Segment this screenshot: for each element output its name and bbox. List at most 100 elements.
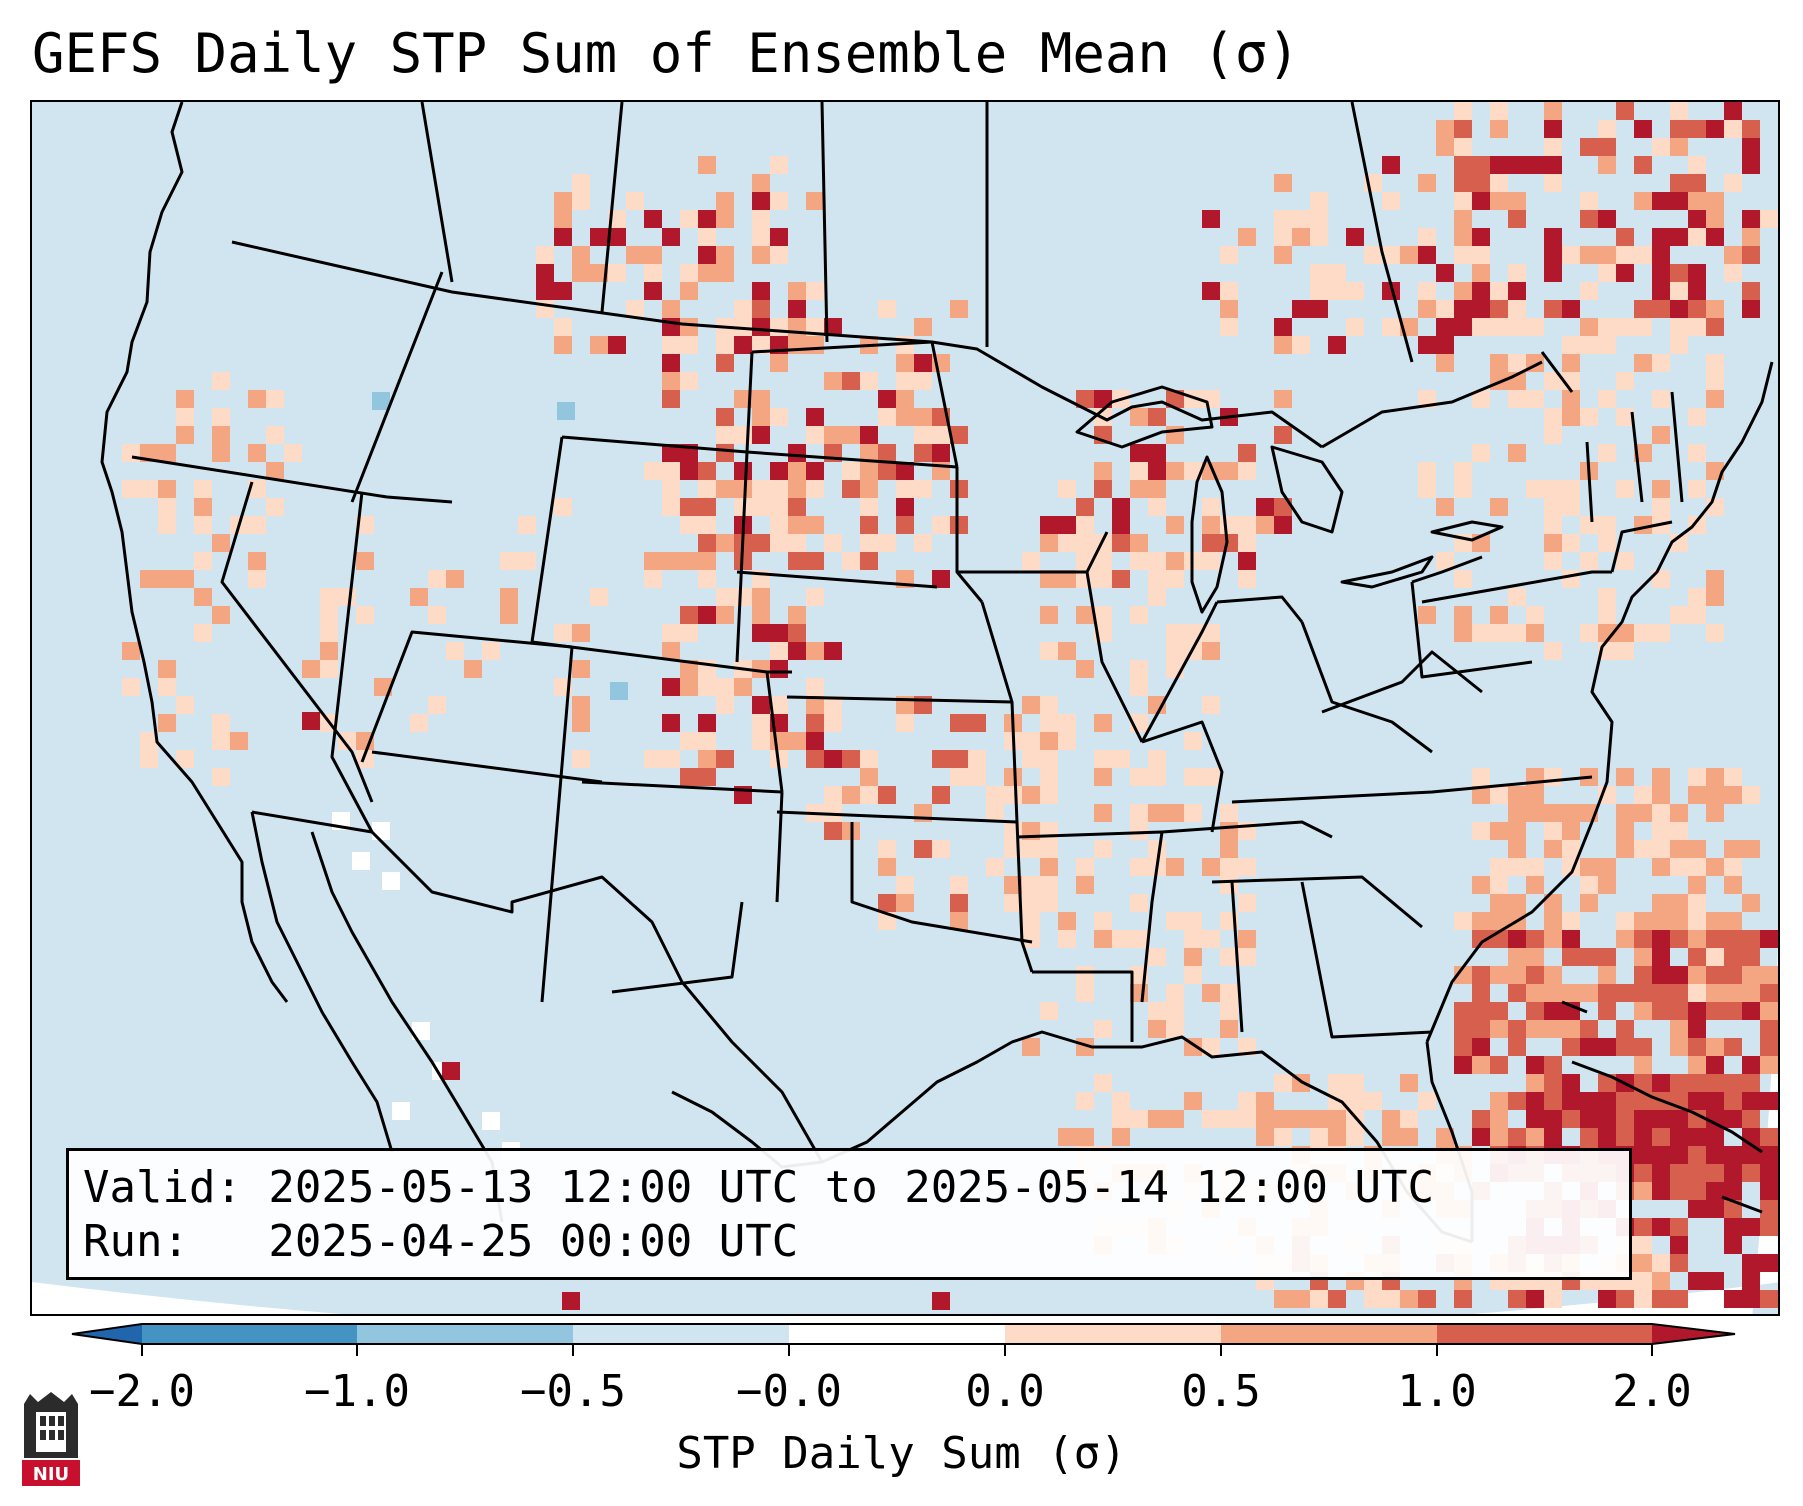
- stp-cell: [1706, 984, 1724, 1002]
- stp-cell: [662, 552, 680, 570]
- stp-cell: [752, 588, 770, 606]
- stp-cell: [1508, 300, 1526, 318]
- stp-cell: [1490, 858, 1508, 876]
- stp-cell: [1706, 624, 1724, 642]
- stp-cell: [1076, 876, 1094, 894]
- stp-cell: [1562, 480, 1580, 498]
- stp-cell: [1490, 1110, 1508, 1128]
- stp-cell: [1760, 984, 1778, 1002]
- stp-cell: [1670, 1038, 1688, 1056]
- stp-cell: [1058, 480, 1076, 498]
- stp-cell: [1454, 462, 1472, 480]
- stp-cell: [932, 840, 950, 858]
- stp-cell: [1076, 984, 1094, 1002]
- stp-cell: [1148, 696, 1166, 714]
- stp-cell: [662, 354, 680, 372]
- stp-cell: [1706, 1056, 1724, 1074]
- stp-cell: [1688, 156, 1706, 174]
- stp-cell: [608, 336, 626, 354]
- stp-cell: [1490, 354, 1508, 372]
- stp-cell: [1472, 318, 1490, 336]
- stp-cell: [698, 732, 716, 750]
- stp-cell: [1616, 930, 1634, 948]
- stp-cell: [1472, 264, 1490, 282]
- stp-cell: [1670, 1146, 1688, 1164]
- stp-cell: [1022, 696, 1040, 714]
- stp-cell: [1634, 1002, 1652, 1020]
- stp-cell: [1652, 768, 1670, 786]
- us-mexico-border: [251, 810, 824, 1163]
- stp-cell: [1094, 552, 1112, 570]
- stp-cell: [1238, 1038, 1256, 1056]
- stp-cell: [1346, 228, 1364, 246]
- stp-cell: [1598, 210, 1616, 228]
- stp-cell: [1472, 966, 1490, 984]
- stp-cell: [698, 516, 716, 534]
- stp-cell: [1688, 966, 1706, 984]
- stp-cell: [1688, 282, 1706, 300]
- colorbar-bin: [142, 1324, 357, 1344]
- stp-cell: [1148, 480, 1166, 498]
- stp-cell: [1130, 930, 1148, 948]
- stp-cell: [1562, 336, 1580, 354]
- stp-cell: [1526, 804, 1544, 822]
- stp-cell: [1706, 804, 1724, 822]
- stp-cell: [572, 750, 590, 768]
- stp-cell: [266, 462, 284, 480]
- stp-cell: [1166, 642, 1184, 660]
- stp-cell: [1652, 1290, 1670, 1308]
- stp-cell: [1688, 120, 1706, 138]
- stp-cell: [562, 1292, 580, 1310]
- stp-cell: [266, 498, 284, 516]
- stp-cell: [410, 588, 428, 606]
- stp-cell: [806, 642, 824, 660]
- stp-cell: [1454, 300, 1472, 318]
- stp-cell: [1634, 1164, 1652, 1182]
- stp-cell: [140, 732, 158, 750]
- stp-cell: [1616, 264, 1634, 282]
- map-panel[interactable]: [30, 100, 1780, 1316]
- stp-cell: [1490, 192, 1508, 210]
- stp-cell: [1526, 930, 1544, 948]
- stp-cell: [1058, 1128, 1076, 1146]
- stp-cell: [878, 786, 896, 804]
- stp-cell: [1580, 138, 1598, 156]
- stp-cell: [1454, 138, 1472, 156]
- run-time-text: Run: 2025-04-25 00:00 UTC: [83, 1216, 799, 1267]
- stp-cell: [770, 192, 788, 210]
- stp-cell: [1112, 570, 1130, 588]
- stp-cell: [1148, 570, 1166, 588]
- stp-cell: [860, 750, 878, 768]
- stp-cell: [716, 606, 734, 624]
- lake-superior: [1075, 385, 1214, 449]
- stp-cell: [1112, 498, 1130, 516]
- stp-cell: [1760, 1182, 1778, 1200]
- stp-cell: [1472, 1128, 1490, 1146]
- stp-cell: [1202, 858, 1220, 876]
- stp-cell: [1274, 1074, 1292, 1092]
- stp-cell: [770, 228, 788, 246]
- stp-cell: [1202, 552, 1220, 570]
- stp-cell: [1634, 966, 1652, 984]
- stp-cell: [734, 300, 752, 318]
- stp-cell: [1544, 156, 1562, 174]
- stp-cell: [1310, 282, 1328, 300]
- stp-cell: [1634, 984, 1652, 1002]
- stp-cell: [1760, 1146, 1778, 1164]
- stp-cell: [1040, 876, 1058, 894]
- stp-cell: [788, 498, 806, 516]
- stp-cell: [1544, 1092, 1562, 1110]
- stp-cell: [1634, 1272, 1652, 1290]
- stp-cell: [1004, 786, 1022, 804]
- stp-cell: [968, 750, 986, 768]
- stp-cell: [1274, 1128, 1292, 1146]
- stp-cell: [1094, 1020, 1112, 1038]
- stp-cell: [1436, 1128, 1454, 1146]
- stp-cell: [1544, 120, 1562, 138]
- stp-cell: [1166, 570, 1184, 588]
- stp-cell: [464, 660, 482, 678]
- stp-cell: [1706, 1002, 1724, 1020]
- colorbar: [71, 1323, 1736, 1356]
- stp-cell: [1184, 930, 1202, 948]
- stp-cell: [752, 534, 770, 552]
